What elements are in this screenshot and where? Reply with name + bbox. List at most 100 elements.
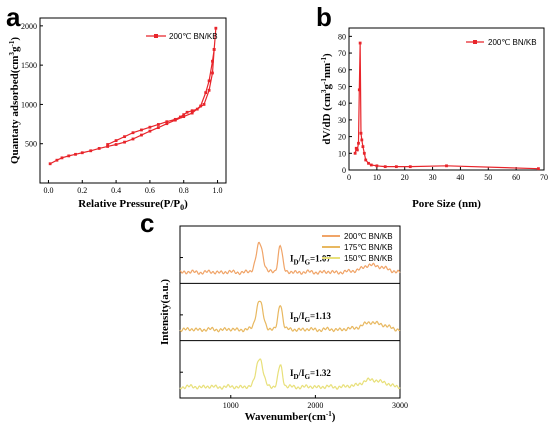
ratio-label-c: ID/IG=1.32 — [290, 368, 331, 381]
x-tick-label-b: 20 — [401, 173, 409, 182]
x-tick-label-c: 2000 — [307, 401, 323, 410]
data-point-a — [204, 91, 208, 95]
plot-frame-b — [348, 27, 545, 171]
panel-label-b: b — [316, 2, 332, 32]
x-tick-label-b: 0 — [347, 173, 351, 182]
data-point-b — [375, 164, 379, 168]
data-point-a — [106, 143, 110, 146]
x-axis-label-b: Pore Size (nm) — [412, 198, 481, 210]
plot-frame-a — [39, 17, 227, 184]
data-point-a — [97, 147, 101, 150]
spectrum-line-c — [179, 300, 401, 333]
y-tick-label-b: 10 — [338, 149, 346, 158]
data-point-a — [55, 158, 59, 162]
x-tick-label-a: 0.0 — [43, 186, 53, 195]
data-point-a — [202, 103, 206, 106]
legend-label-a: 200℃ BN/KB — [169, 32, 218, 41]
data-point-a — [212, 48, 216, 51]
y-tick-label-b: 0 — [342, 166, 346, 175]
data-point-a — [123, 140, 126, 144]
x-tick-label-c: 1000 — [223, 401, 239, 410]
data-point-b — [359, 131, 363, 135]
spectrum-line-c — [179, 358, 401, 390]
data-point-b — [394, 165, 398, 169]
legend-label-b: 200℃ BN/KB — [488, 38, 537, 47]
data-point-a — [80, 151, 84, 155]
series-line-b — [354, 43, 539, 170]
data-point-a — [131, 131, 135, 135]
data-point-b — [362, 151, 366, 155]
data-point-a — [140, 128, 143, 132]
y-tick-label-a: 2000 — [21, 22, 37, 31]
x-axis-label-a: Relative Pressure(P/P0) — [78, 198, 188, 212]
data-point-a — [114, 139, 118, 142]
x-axis-label-c: Wavenumber(cm-1) — [245, 410, 336, 423]
data-point-a — [178, 115, 182, 119]
data-point-a — [89, 149, 93, 153]
data-point-a — [211, 71, 214, 75]
y-tick-label-b: 40 — [338, 99, 346, 108]
data-point-a — [211, 59, 214, 63]
data-point-a — [148, 129, 152, 133]
data-point-a — [195, 107, 199, 111]
y-tick-label-b: 80 — [338, 32, 346, 41]
series-line-a — [49, 28, 217, 165]
data-point-a — [67, 154, 71, 158]
data-point-a — [60, 156, 64, 160]
data-point-a — [207, 79, 211, 83]
data-point-a — [182, 113, 186, 117]
x-tick-label-a: 0.6 — [145, 186, 155, 195]
y-tick-label-a: 1500 — [21, 61, 37, 70]
data-point-a — [74, 152, 77, 156]
data-point-a — [48, 162, 52, 166]
legend-label-c: 150℃ BN/KB — [344, 254, 393, 263]
data-point-b — [355, 148, 359, 152]
y-tick-label-b: 60 — [338, 66, 346, 75]
data-point-a — [106, 145, 110, 148]
y-tick-label-b: 30 — [338, 116, 346, 125]
data-point-b — [354, 146, 358, 150]
x-tick-label-a: 1.0 — [213, 186, 223, 195]
data-point-a — [165, 120, 169, 124]
data-point-a — [199, 104, 203, 108]
data-point-a — [185, 110, 189, 114]
data-point-b — [360, 138, 364, 142]
x-tick-label-a: 0.4 — [111, 186, 121, 195]
spectrum-line-c — [179, 241, 401, 276]
data-point-a — [131, 137, 135, 141]
x-tick-label-b: 70 — [540, 173, 548, 182]
x-tick-label-b: 60 — [512, 173, 520, 182]
data-point-a — [190, 111, 194, 115]
y-tick-label-a: 500 — [25, 140, 37, 149]
data-point-a — [214, 26, 218, 30]
x-tick-label-b: 50 — [484, 173, 492, 182]
y-axis-label-b: dV/dD (cm3g-1nm-1) — [320, 53, 333, 145]
data-point-b — [367, 161, 370, 165]
y-axis-label-c: Intensity(a.u.) — [159, 279, 171, 345]
panel-c-plot: 1000 2000 3000 Wavenumber(cm-1) Intensity(a.… — [159, 225, 408, 423]
panel-b-plot: 0 10 20 30 40 50 60 70 0 10 20 30 40 50 60 70 80 Pore Siz… — [320, 27, 548, 210]
data-point-b — [364, 158, 368, 162]
ratio-label-c: ID/IG=1.07 — [290, 254, 331, 267]
data-point-a — [190, 109, 194, 113]
x-tick-label-b: 10 — [373, 173, 381, 182]
data-point-b — [445, 164, 448, 168]
legend-marker-b — [473, 40, 477, 44]
data-point-a — [156, 126, 160, 130]
legend-marker-a — [154, 34, 158, 38]
legend-label-c: 200℃ BN/KB — [344, 232, 393, 241]
data-point-a — [182, 115, 186, 119]
data-point-b — [357, 88, 361, 92]
data-point-b — [361, 145, 365, 149]
x-tick-label-b: 30 — [429, 173, 437, 182]
x-tick-label-c: 3000 — [392, 401, 408, 410]
x-tick-label-b: 40 — [456, 173, 464, 182]
panel-a-plot: 0.0 0.2 0.4 0.6 0.8 1.0 500 1000 1500 2000 Relativ… — [8, 17, 227, 212]
data-point-a — [148, 125, 152, 129]
data-point-b — [353, 151, 357, 155]
data-point-a — [207, 88, 211, 92]
y-tick-label-b: 70 — [338, 49, 346, 58]
ratio-label-c: ID/IG=1.13 — [290, 311, 331, 324]
x-tick-label-a: 0.8 — [179, 186, 189, 195]
